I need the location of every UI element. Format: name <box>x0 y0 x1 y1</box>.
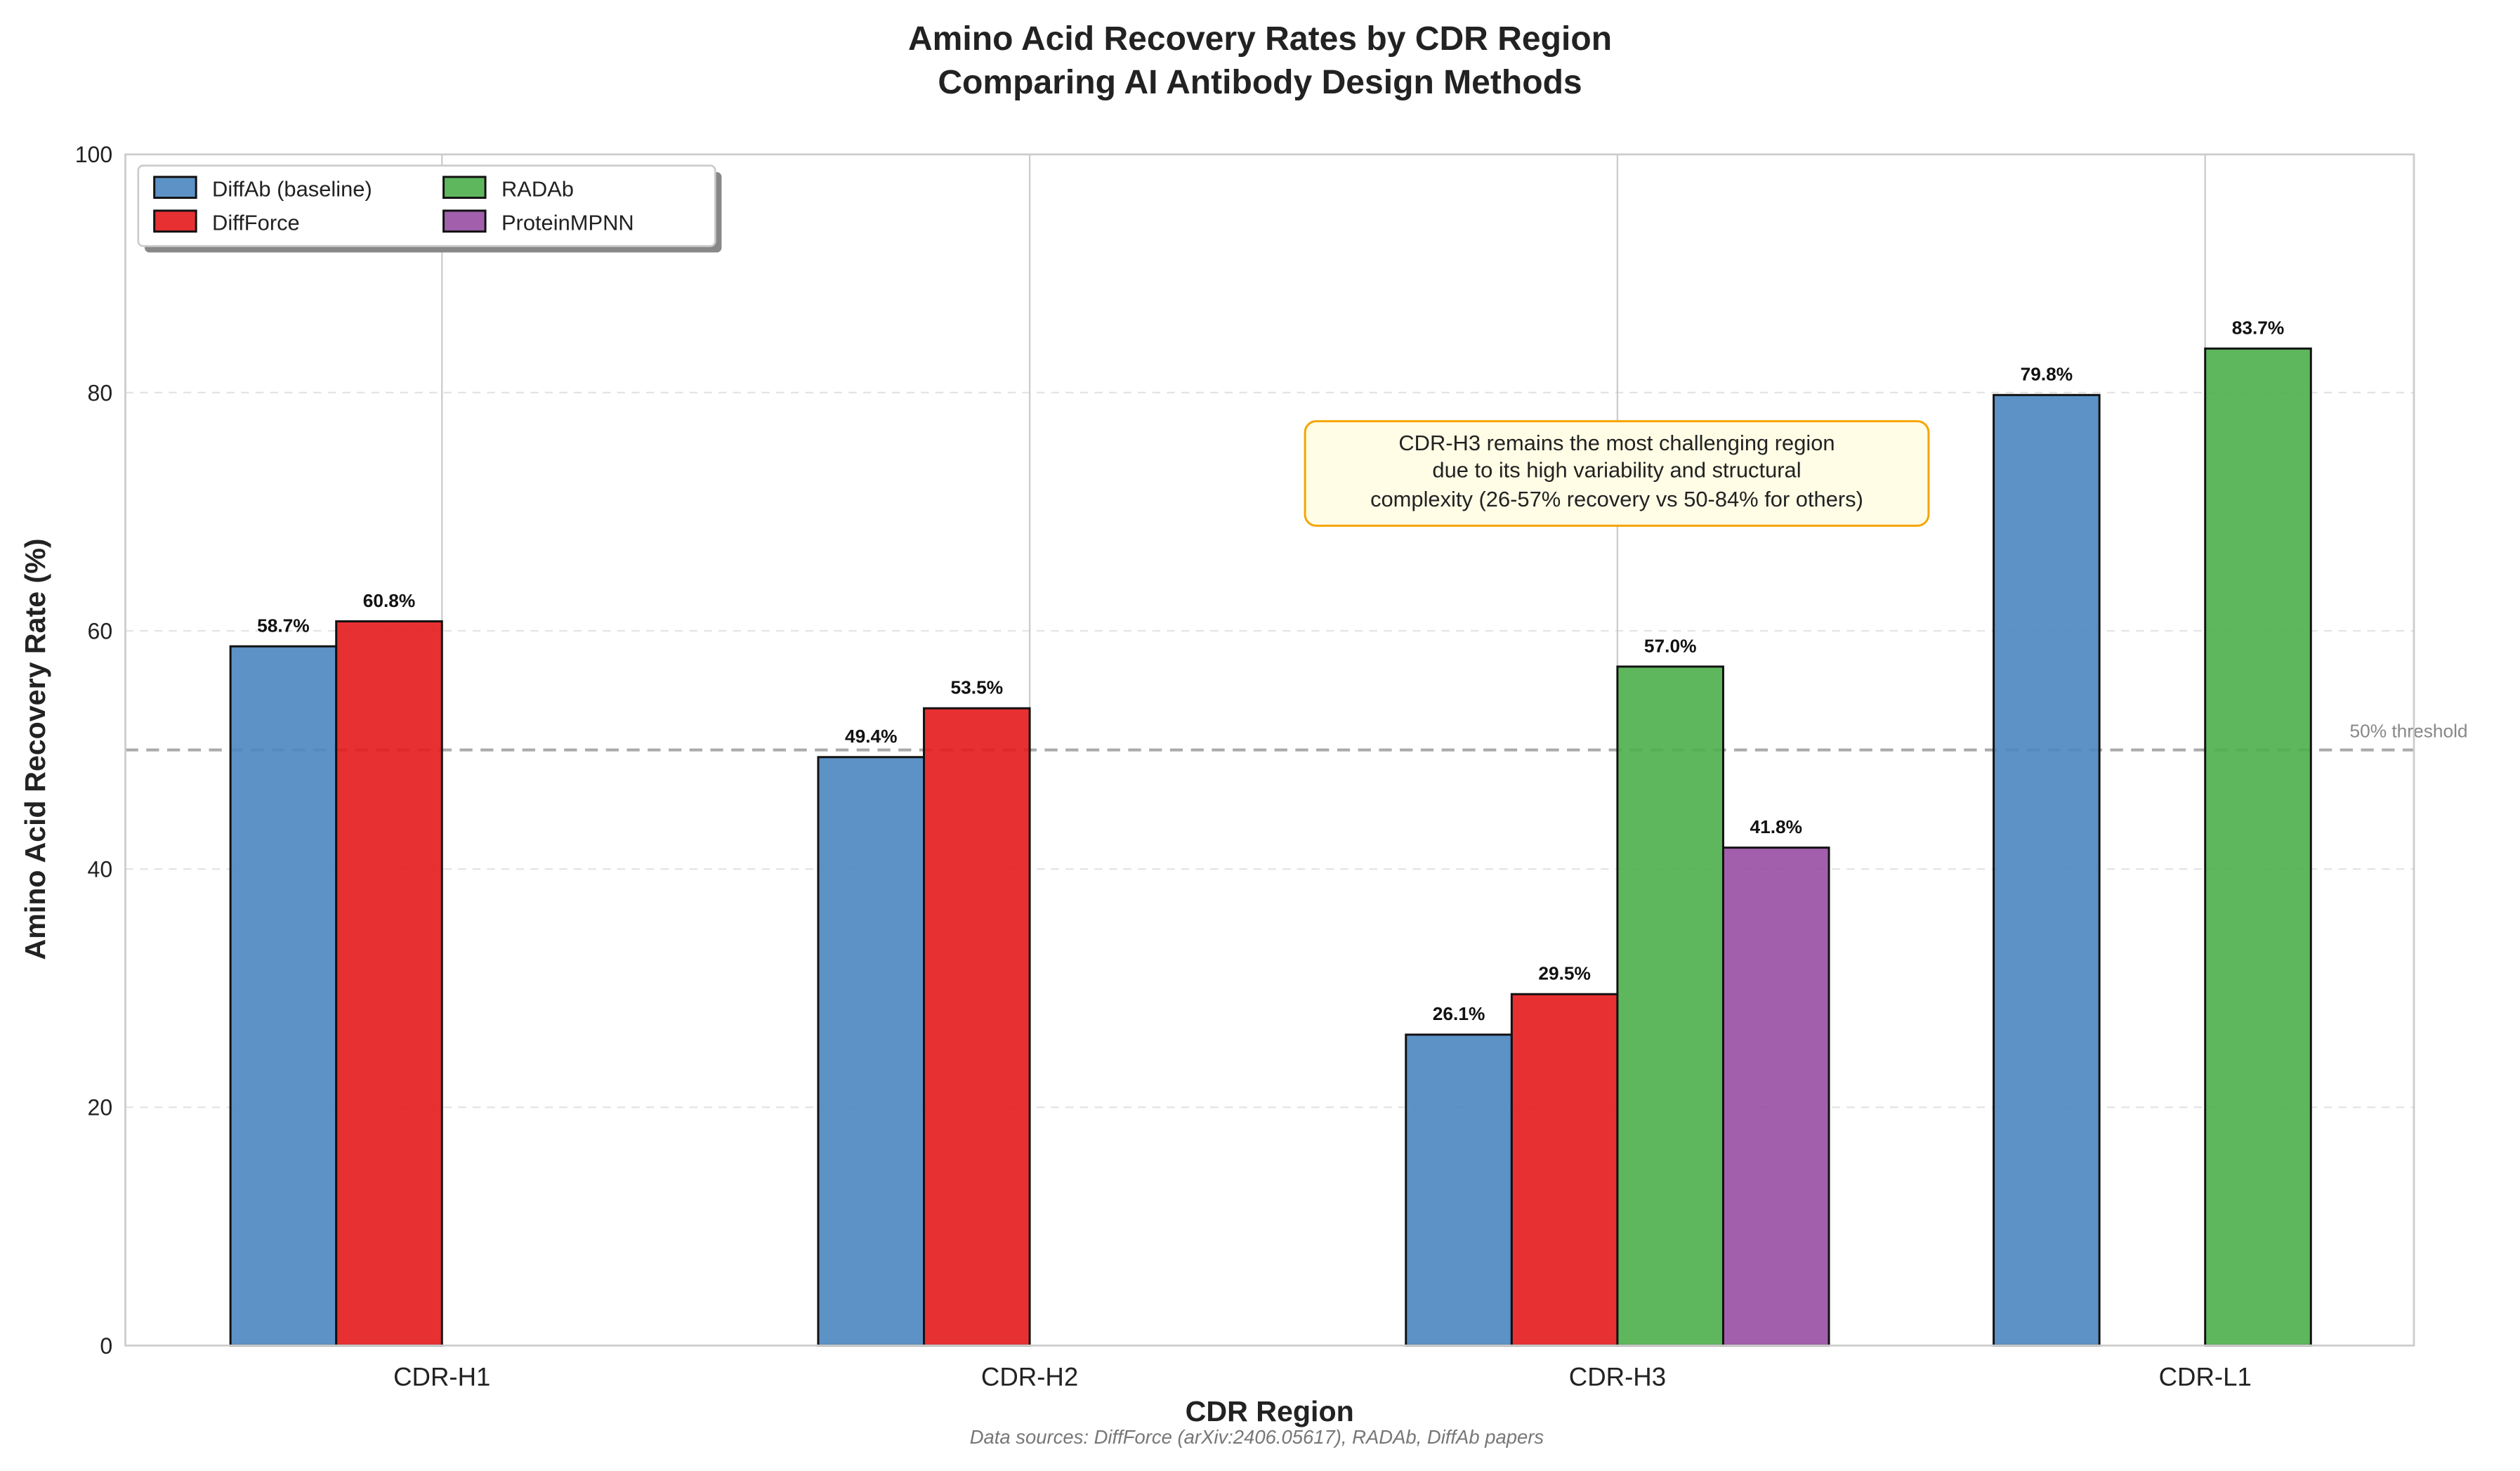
data-label: 79.8% <box>2021 364 2073 385</box>
annotation-line: CDR-H3 remains the most challenging regi… <box>1398 431 1835 455</box>
bar <box>1405 1033 1513 1347</box>
annotation-line: due to its high variability and structur… <box>1432 458 1801 483</box>
y-tick-label: 60 <box>88 618 113 643</box>
legend-label: ProteinMPNN <box>501 210 634 235</box>
bar <box>2204 347 2312 1347</box>
data-label: 53.5% <box>951 677 1004 698</box>
bar <box>817 756 926 1347</box>
bar <box>335 620 443 1347</box>
y-axis-label: Amino Acid Recovery Rate (%) <box>19 538 51 960</box>
x-tick-label: CDR-H3 <box>1569 1363 1666 1392</box>
legend-label: DiffAb (baseline) <box>212 176 372 201</box>
threshold-label: 50% threshold <box>2349 720 2467 741</box>
bar <box>1993 393 2101 1347</box>
legend-swatch <box>153 209 197 233</box>
legend: DiffAb (baseline) DiffForce RADAb ProteinMP… <box>137 164 722 253</box>
data-label: 57.0% <box>1644 635 1697 656</box>
bar <box>923 707 1031 1347</box>
bar <box>229 645 338 1347</box>
annotation-line: complexity (26-57% recovery vs 50-84% fo… <box>1370 487 1863 511</box>
bar <box>1510 993 1619 1347</box>
y-tick-label: 100 <box>75 142 112 167</box>
y-tick-label: 40 <box>88 857 113 882</box>
y-tick-label: 20 <box>88 1095 113 1120</box>
legend-label: RADAb <box>501 176 574 201</box>
chart-title: Amino Acid Recovery Rates by CDR Region <box>908 20 1612 58</box>
data-label: 58.7% <box>257 615 310 636</box>
axes: 0 20 40 60 80 100 CDR-H1 CDR-H2 CDR-H3 CDR-L1 <box>75 142 2252 1391</box>
annotation-box: CDR-H3 remains the most challenging regi… <box>1304 420 1930 527</box>
y-tick-label: 0 <box>100 1333 112 1359</box>
data-label: 83.7% <box>2232 318 2285 339</box>
data-label: 49.4% <box>845 726 898 747</box>
legend-swatch <box>153 176 197 200</box>
y-tick-label: 80 <box>88 380 113 405</box>
data-label: 29.5% <box>1538 963 1591 984</box>
bar <box>1721 846 1830 1347</box>
legend-swatch <box>442 209 487 233</box>
x-tick-label: CDR-L1 <box>2159 1363 2252 1392</box>
x-tick-label: CDR-H2 <box>981 1363 1078 1392</box>
bar <box>1616 665 1724 1347</box>
x-axis-label: CDR Region <box>1186 1395 1354 1427</box>
x-tick-label: CDR-H1 <box>393 1363 490 1392</box>
chart-subtitle: Comparing AI Antibody Design Methods <box>938 64 1582 101</box>
data-labels: 58.7% 49.4% 26.1% 79.8% 60.8% 53.5% 29.5% 57.0%… <box>257 318 2467 1025</box>
data-label: 60.8% <box>363 590 416 611</box>
data-label: 41.8% <box>1750 816 1802 837</box>
legend-swatch <box>442 176 487 200</box>
plot-frame <box>124 153 2415 1347</box>
footnote: Data sources: DiffForce (arXiv:2406.0561… <box>970 1426 1544 1448</box>
legend-label: DiffForce <box>212 210 300 235</box>
bars <box>229 347 2312 1347</box>
data-label: 26.1% <box>1433 1003 1485 1024</box>
